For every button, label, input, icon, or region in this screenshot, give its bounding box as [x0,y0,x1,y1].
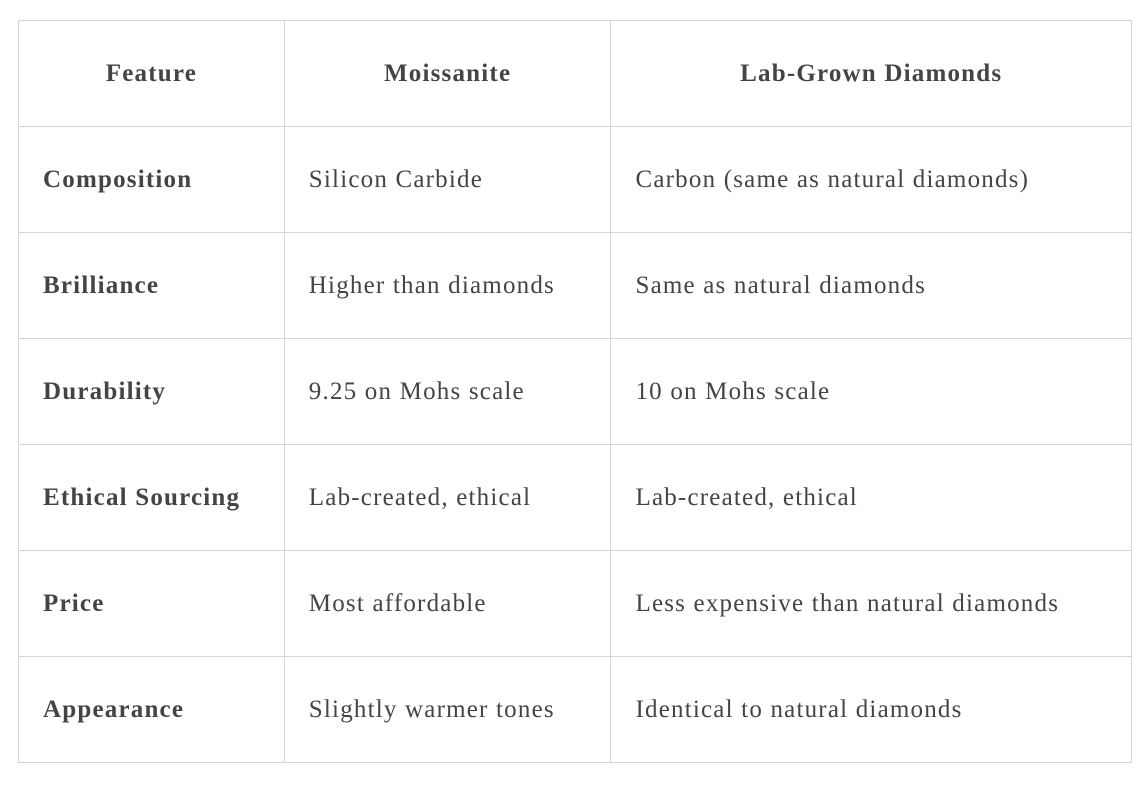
value-cell: Less expensive than natural diamonds [610,550,1132,657]
value-cell: 9.25 on Mohs scale [283,338,612,445]
header-cell: Moissanite [283,20,612,127]
table-row: Durability 9.25 on Mohs scale 10 on Mohs s… [18,338,1132,445]
header-row: Feature Moissanite Lab-Grown Diamonds [18,20,1132,127]
value-cell: Higher than diamonds [283,232,612,339]
table-row: Ethical Sourcing Lab-created, ethical Lab-… [18,444,1132,551]
feature-cell: Durability [18,338,285,445]
value-cell: Carbon (same as natural diamonds) [610,126,1132,233]
value-cell: Identical to natural diamonds [610,656,1132,763]
feature-cell: Ethical Sourcing [18,444,285,551]
feature-cell: Brilliance [18,232,285,339]
comparison-table: Feature Moissanite Lab-Grown Diamonds Comp… [18,20,1132,763]
value-cell: Lab-created, ethical [610,444,1132,551]
value-cell: Silicon Carbide [283,126,612,233]
feature-cell: Price [18,550,285,657]
header-cell: Feature [18,20,285,127]
value-cell: Same as natural diamonds [610,232,1132,339]
table-row: Composition Silicon Carbide Carbon (same a… [18,126,1132,233]
table-row: Brilliance Higher than diamonds Same as na… [18,232,1132,339]
table-row: Appearance Slightly warmer tones Identical… [18,656,1132,763]
table-row: Price Most affordable Less expensive than … [18,550,1132,657]
feature-cell: Composition [18,126,285,233]
value-cell: Lab-created, ethical [283,444,612,551]
value-cell: 10 on Mohs scale [610,338,1132,445]
value-cell: Slightly warmer tones [283,656,612,763]
header-cell: Lab-Grown Diamonds [610,20,1132,127]
table-body: Composition Silicon Carbide Carbon (same a… [18,126,1132,763]
value-cell: Most affordable [283,550,612,657]
feature-cell: Appearance [18,656,285,763]
